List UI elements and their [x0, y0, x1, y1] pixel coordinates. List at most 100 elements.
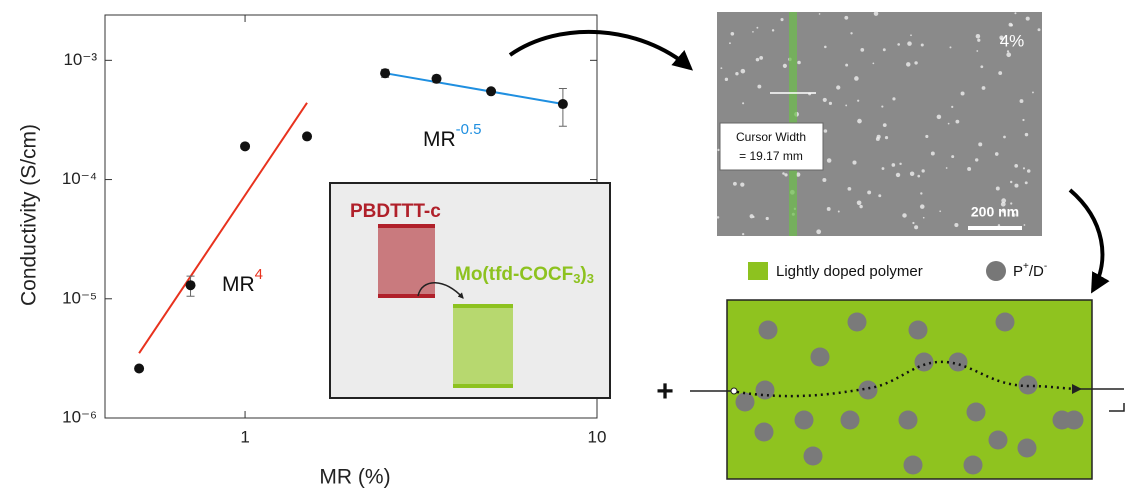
particle — [784, 173, 788, 177]
particle — [947, 122, 950, 125]
transfer-arrow — [417, 282, 464, 299]
cursor-box — [719, 122, 824, 171]
conduction-path — [736, 360, 1082, 398]
fit-line — [384, 72, 564, 106]
particle — [844, 15, 849, 20]
particle — [717, 148, 720, 152]
particle — [945, 167, 948, 169]
particle — [936, 114, 942, 120]
y-tick-label: 10⁻⁴ — [62, 169, 97, 188]
particle — [1001, 208, 1006, 213]
particle — [875, 137, 880, 141]
particle — [1000, 37, 1003, 41]
dopant — [908, 320, 928, 340]
terminal — [730, 387, 738, 395]
particle — [730, 31, 735, 36]
particle — [1014, 12, 1017, 15]
particle — [1006, 50, 1010, 53]
particle — [856, 200, 862, 206]
text: ) — [580, 264, 586, 285]
particle — [891, 163, 896, 167]
particle — [1006, 52, 1012, 58]
particle — [1009, 180, 1013, 184]
fit-label-exponent: -0.5 — [456, 121, 482, 138]
dopant — [995, 312, 1015, 332]
particle — [826, 207, 831, 211]
x-tick-label: 10 — [588, 427, 607, 446]
dopant — [1017, 438, 1037, 458]
particle — [872, 62, 875, 65]
particle — [954, 222, 959, 228]
particle — [881, 105, 884, 108]
arrow — [1068, 188, 1110, 294]
particle — [1023, 224, 1026, 226]
particle — [951, 155, 955, 159]
particle — [878, 194, 882, 198]
particle — [884, 136, 889, 140]
particle — [740, 182, 745, 187]
data-point — [185, 280, 196, 291]
electrode-sign: + — [656, 375, 674, 408]
data-point — [557, 99, 568, 110]
particle — [902, 213, 907, 218]
particle — [906, 62, 911, 67]
particle — [882, 48, 886, 52]
data-point — [240, 141, 251, 152]
legend-swatch — [748, 262, 768, 280]
data-point — [134, 363, 145, 374]
particle — [1022, 118, 1025, 122]
particle — [921, 169, 925, 173]
particle — [997, 224, 1001, 227]
subscript: 3 — [587, 271, 594, 286]
particle — [1011, 213, 1016, 217]
particle — [828, 101, 833, 105]
arrow — [508, 29, 694, 71]
particle — [920, 43, 924, 47]
particle — [925, 134, 929, 139]
dopant — [735, 392, 755, 412]
particle — [1022, 167, 1026, 170]
particle — [881, 167, 885, 170]
particle — [752, 31, 754, 33]
particle — [822, 177, 827, 182]
particle — [922, 216, 925, 219]
particle — [837, 210, 840, 213]
particle — [742, 102, 745, 105]
particle — [897, 43, 901, 46]
y-tick-label: 10⁻⁵ — [62, 288, 97, 307]
particle — [867, 190, 872, 195]
particle — [995, 186, 1000, 191]
particle — [1032, 91, 1034, 94]
dopant — [948, 352, 968, 372]
ground — [1109, 403, 1125, 412]
particle — [949, 46, 952, 49]
particle — [1001, 198, 1007, 204]
superscript: + — [1023, 261, 1029, 272]
particle — [1008, 22, 1013, 27]
particle — [967, 166, 972, 171]
particle — [716, 216, 720, 219]
particle — [977, 38, 981, 42]
particle — [765, 216, 769, 221]
x-axis-label: MR (%) — [319, 466, 390, 489]
particle — [873, 11, 879, 16]
fit-label: MR4 — [222, 266, 263, 296]
particle — [917, 174, 921, 178]
particle — [1014, 164, 1019, 168]
particle — [1003, 135, 1006, 139]
chart: MR (%) Conductivity (S/cm) 10⁻⁶ 10⁻⁵ 10⁻⁴ 1… — [18, 14, 607, 489]
particle — [816, 229, 822, 235]
acceptor-band — [453, 305, 513, 387]
particle — [782, 63, 787, 68]
dopant — [810, 347, 830, 367]
particle — [818, 13, 821, 15]
particle — [771, 29, 775, 32]
dopant — [1064, 410, 1084, 430]
particle — [1024, 181, 1028, 185]
particle — [907, 41, 912, 46]
dopant — [903, 455, 923, 475]
y-axis-label: Conductivity (S/cm) — [18, 124, 41, 306]
particle — [895, 172, 901, 178]
dopant — [803, 446, 823, 466]
dopant — [858, 380, 878, 400]
